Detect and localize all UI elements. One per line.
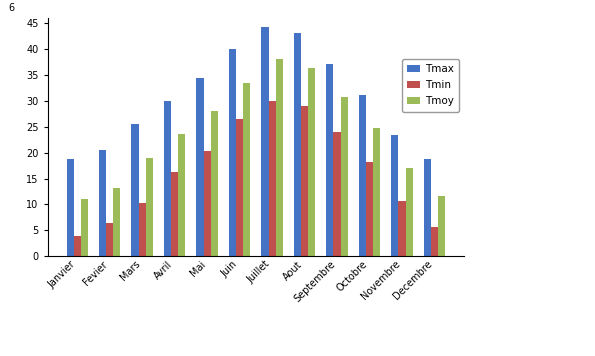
Bar: [366, 162, 373, 256]
Bar: [203, 151, 211, 256]
Bar: [406, 168, 413, 256]
Bar: [359, 95, 366, 256]
Bar: [67, 159, 74, 256]
Bar: [268, 101, 275, 256]
Bar: [146, 158, 153, 256]
Bar: [308, 68, 315, 256]
Bar: [164, 101, 171, 256]
Legend: Tmax, Tmin, Tmoy: Tmax, Tmin, Tmoy: [402, 59, 459, 112]
Bar: [392, 135, 399, 256]
Text: 6: 6: [9, 3, 15, 13]
Bar: [438, 196, 445, 256]
Bar: [196, 78, 203, 256]
Bar: [399, 201, 406, 256]
Bar: [301, 106, 308, 256]
Bar: [431, 227, 438, 256]
Bar: [139, 203, 146, 256]
Bar: [373, 128, 380, 256]
Bar: [178, 134, 186, 256]
Bar: [275, 59, 283, 256]
Bar: [81, 199, 88, 256]
Bar: [74, 236, 81, 256]
Bar: [294, 33, 301, 256]
Bar: [424, 159, 431, 256]
Bar: [326, 64, 333, 256]
Bar: [171, 172, 178, 256]
Bar: [99, 150, 106, 256]
Bar: [106, 222, 113, 256]
Bar: [340, 96, 347, 256]
Bar: [131, 124, 139, 256]
Bar: [211, 111, 218, 256]
Bar: [113, 188, 120, 256]
Bar: [333, 132, 340, 256]
Bar: [243, 83, 250, 256]
Bar: [261, 27, 268, 256]
Bar: [236, 119, 243, 256]
Bar: [229, 49, 236, 256]
